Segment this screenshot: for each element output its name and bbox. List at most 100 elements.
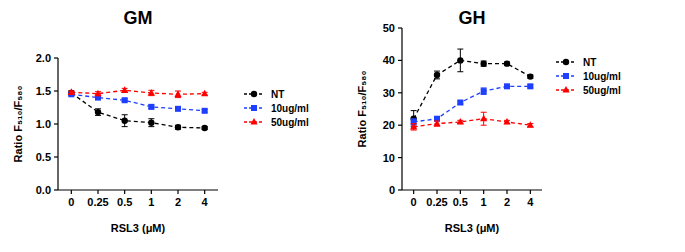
x-tick-label: 2 xyxy=(175,196,181,208)
x-tick xyxy=(460,190,461,194)
legend: NT 10ug/ml 50ug/ml xyxy=(244,89,309,128)
data-point xyxy=(457,100,463,106)
data-point xyxy=(527,73,533,79)
error-bar xyxy=(148,119,154,127)
data-point xyxy=(504,60,510,66)
data-point xyxy=(480,60,486,66)
series-line xyxy=(71,93,204,128)
data-point xyxy=(148,89,155,96)
legend-label: 50ug/ml xyxy=(271,117,309,128)
x-tick xyxy=(97,190,98,194)
legend-marker xyxy=(563,73,569,79)
y-tick xyxy=(398,60,402,61)
x-axis-label: RSL3 (μM) xyxy=(445,222,500,234)
legend-marker xyxy=(250,118,257,125)
y-tick xyxy=(54,189,58,190)
y-tick xyxy=(398,125,402,126)
data-point xyxy=(504,83,510,89)
data-point xyxy=(148,104,154,110)
data-point xyxy=(94,90,101,97)
y-axis-label: Ratio F₅₁₀/F₅₈₀ xyxy=(356,71,368,148)
error-bar xyxy=(481,88,487,94)
data-point xyxy=(527,121,534,128)
x-tick xyxy=(71,190,72,194)
figure: GM 0.0 0.5 1.0 1.5 2.0 Ratio F₅₁₀/F₅₈₀ 0 0.25 0.5… xyxy=(0,0,685,252)
data-point xyxy=(122,97,128,103)
error-bar xyxy=(122,115,128,127)
x-tick-label: 0 xyxy=(68,196,74,208)
error-bar xyxy=(481,61,487,66)
data-point xyxy=(503,118,510,125)
x-tick-label: 2 xyxy=(504,196,510,208)
series-line xyxy=(71,90,204,94)
data-point xyxy=(433,120,440,127)
title: GM xyxy=(124,8,153,28)
plot-area xyxy=(68,86,209,131)
x-tick xyxy=(506,190,507,194)
x-tick xyxy=(436,190,437,194)
legend-label: NT xyxy=(583,57,596,68)
x-axis-label: RSL3 (μM) xyxy=(111,222,166,234)
x-tick-label: 0.5 xyxy=(453,196,468,208)
series-line xyxy=(414,86,531,122)
data-point xyxy=(121,86,128,93)
x-tick xyxy=(204,190,205,194)
y-tick-label: 0.5 xyxy=(36,151,51,163)
legend-marker xyxy=(563,59,569,65)
y-tick-label: 0.0 xyxy=(36,184,51,196)
y-tick-label: 1.5 xyxy=(36,85,51,97)
legend-marker xyxy=(562,86,569,93)
x-axis xyxy=(58,189,218,190)
legend-label: 10ug/ml xyxy=(271,103,309,114)
error-bar xyxy=(411,124,417,130)
x-tick-label: 4 xyxy=(202,196,209,208)
y-tick xyxy=(54,156,58,157)
error-bar xyxy=(434,71,440,79)
data-point xyxy=(480,115,487,122)
data-point xyxy=(175,124,181,130)
y-tick-label: 0 xyxy=(389,184,395,196)
y-tick-label: 20 xyxy=(383,119,395,131)
chart-panel: GM0.00.51.01.52.0Ratio F₅₁₀/F₅₈₀00.250.5… xyxy=(12,8,309,234)
data-point xyxy=(527,83,533,89)
legend-label: 50ug/ml xyxy=(583,85,621,96)
data-point xyxy=(201,90,208,97)
data-point xyxy=(175,106,181,112)
x-tick xyxy=(151,190,152,194)
x-tick-label: 1 xyxy=(148,196,154,208)
data-point xyxy=(148,119,154,125)
y-tick-label: 2.0 xyxy=(36,52,51,64)
y-tick xyxy=(54,57,58,58)
legend-marker xyxy=(251,91,257,97)
y-tick xyxy=(398,157,402,158)
x-tick-label: 0.25 xyxy=(426,196,447,208)
legend: NT 10ug/ml 50ug/ml xyxy=(556,57,621,96)
y-tick-label: 50 xyxy=(383,22,395,34)
y-tick-label: 40 xyxy=(383,54,395,66)
x-tick xyxy=(483,190,484,194)
x-tick-label: 4 xyxy=(527,196,534,208)
chart-panel: GH01020304050Ratio F₅₁₀/F₅₈₀00.250.5124R… xyxy=(356,8,621,234)
y-tick xyxy=(54,123,58,124)
x-tick-label: 1 xyxy=(481,196,487,208)
error-bar xyxy=(175,91,181,98)
error-bar xyxy=(95,109,101,116)
data-point xyxy=(121,118,127,124)
series-line xyxy=(414,60,531,118)
x-tick xyxy=(124,190,125,194)
legend-label: 10ug/ml xyxy=(583,71,621,82)
series-line xyxy=(71,94,204,111)
y-tick xyxy=(398,189,402,190)
y-axis-label: Ratio F₅₁₀/F₅₈₀ xyxy=(12,86,24,163)
x-tick xyxy=(530,190,531,194)
error-bar xyxy=(481,112,487,125)
data-point xyxy=(457,57,463,63)
legend-label: NT xyxy=(271,89,284,100)
plot-area xyxy=(410,49,534,130)
data-point xyxy=(95,109,101,115)
series-line xyxy=(414,119,531,127)
data-point xyxy=(481,88,487,94)
data-point xyxy=(201,125,207,131)
y-tick-label: 1.0 xyxy=(36,118,51,130)
title: GH xyxy=(459,8,486,28)
